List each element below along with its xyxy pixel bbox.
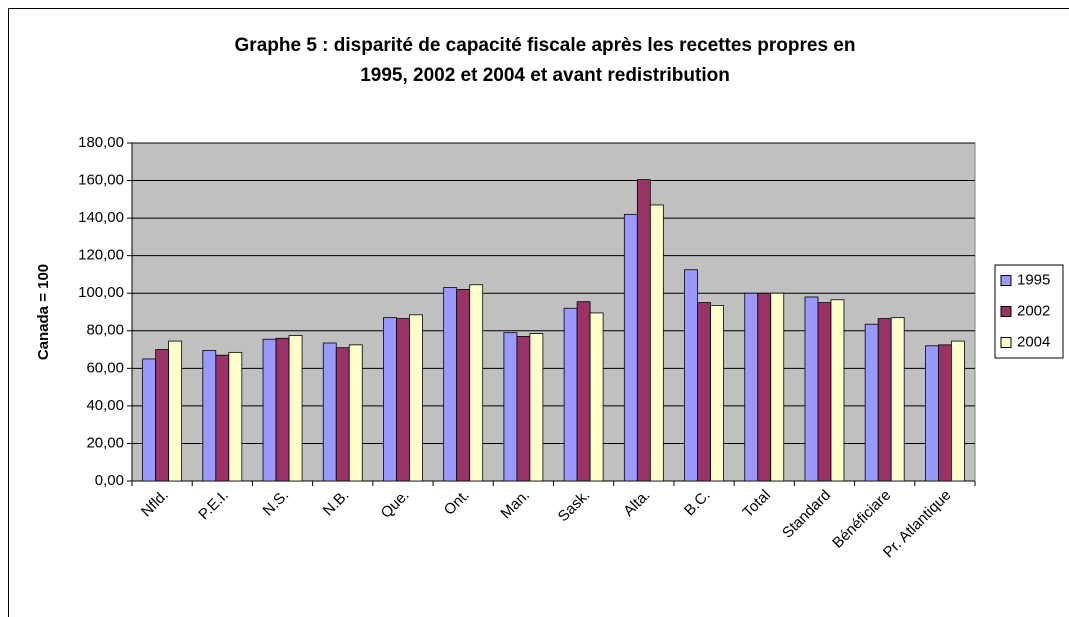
y-tick-label: 0,00 — [95, 472, 124, 489]
x-tick-label: Que. — [378, 487, 413, 522]
bar — [649, 204, 664, 482]
bar — [589, 312, 604, 482]
y-axis-label: Canada = 100 — [35, 264, 52, 360]
y-tick-label: 80,00 — [86, 322, 124, 339]
bar — [275, 337, 290, 482]
y-tick-label: 180,00 — [78, 134, 124, 151]
x-tick-label: B.C. — [681, 487, 714, 520]
x-tick-label: N.B. — [320, 487, 353, 520]
bar — [202, 350, 217, 482]
x-tick-label: Total — [739, 487, 773, 521]
bar — [215, 354, 230, 482]
bar — [383, 317, 397, 482]
y-tick-label: 140,00 — [78, 209, 124, 226]
bar — [890, 317, 905, 482]
x-tick-label: P.E.I. — [195, 487, 232, 524]
x-tick-label: Nfld. — [138, 487, 172, 521]
bar — [877, 318, 892, 482]
bar — [576, 301, 591, 482]
bar — [710, 305, 724, 482]
bar — [348, 344, 363, 482]
y-tick-label: 120,00 — [78, 247, 124, 264]
bar — [456, 289, 471, 482]
bar — [950, 340, 965, 482]
legend-swatch — [1000, 306, 1012, 317]
bar — [924, 345, 939, 482]
bar — [697, 302, 711, 482]
legend-label: 2004 — [1017, 333, 1050, 350]
bar — [937, 344, 952, 482]
bar — [322, 342, 337, 482]
x-tick-label: N.S. — [260, 487, 293, 520]
bar — [804, 296, 819, 482]
bar — [623, 213, 638, 482]
y-tick-label: 20,00 — [86, 434, 124, 451]
bar — [636, 179, 651, 482]
bar — [684, 269, 698, 482]
y-tick-label: 60,00 — [86, 359, 124, 376]
chart-title: 1995, 2002 et 2004 et avant redistributi… — [360, 65, 730, 86]
bar — [335, 347, 350, 482]
bar — [817, 302, 832, 482]
bar — [563, 307, 578, 482]
bar — [770, 292, 785, 482]
bar — [396, 318, 410, 482]
bar — [503, 332, 518, 482]
y-tick-label: 40,00 — [86, 397, 124, 414]
legend-label: 2002 — [1017, 302, 1050, 319]
bar — [228, 351, 243, 482]
bar — [469, 284, 484, 482]
bar — [142, 358, 157, 482]
bar — [155, 349, 170, 482]
bar — [288, 335, 303, 482]
bar — [409, 314, 423, 482]
legend-label: 1995 — [1017, 271, 1050, 288]
bar — [516, 336, 531, 482]
x-tick-label: Standard — [779, 487, 834, 542]
y-tick-label: 100,00 — [78, 284, 124, 301]
y-tick-label: 160,00 — [78, 172, 124, 189]
x-tick-label: Alta. — [620, 487, 653, 520]
bar — [529, 333, 544, 482]
x-tick-label: Bénéficiare — [829, 487, 894, 552]
legend-swatch — [1000, 337, 1012, 348]
bar — [757, 292, 772, 482]
plot-area — [131, 142, 976, 482]
bar — [168, 340, 183, 482]
x-tick-label: Sask. — [555, 487, 594, 526]
bar — [262, 338, 277, 482]
x-tick-label: Ont. — [441, 487, 473, 519]
chart-title: Graphe 5 : disparité de capacité fiscale… — [235, 35, 856, 56]
x-tick-label: Man. — [497, 487, 533, 523]
bar — [744, 292, 759, 482]
bar — [443, 287, 458, 482]
bar — [864, 323, 879, 482]
legend-swatch — [1000, 275, 1012, 286]
bar — [830, 299, 845, 482]
